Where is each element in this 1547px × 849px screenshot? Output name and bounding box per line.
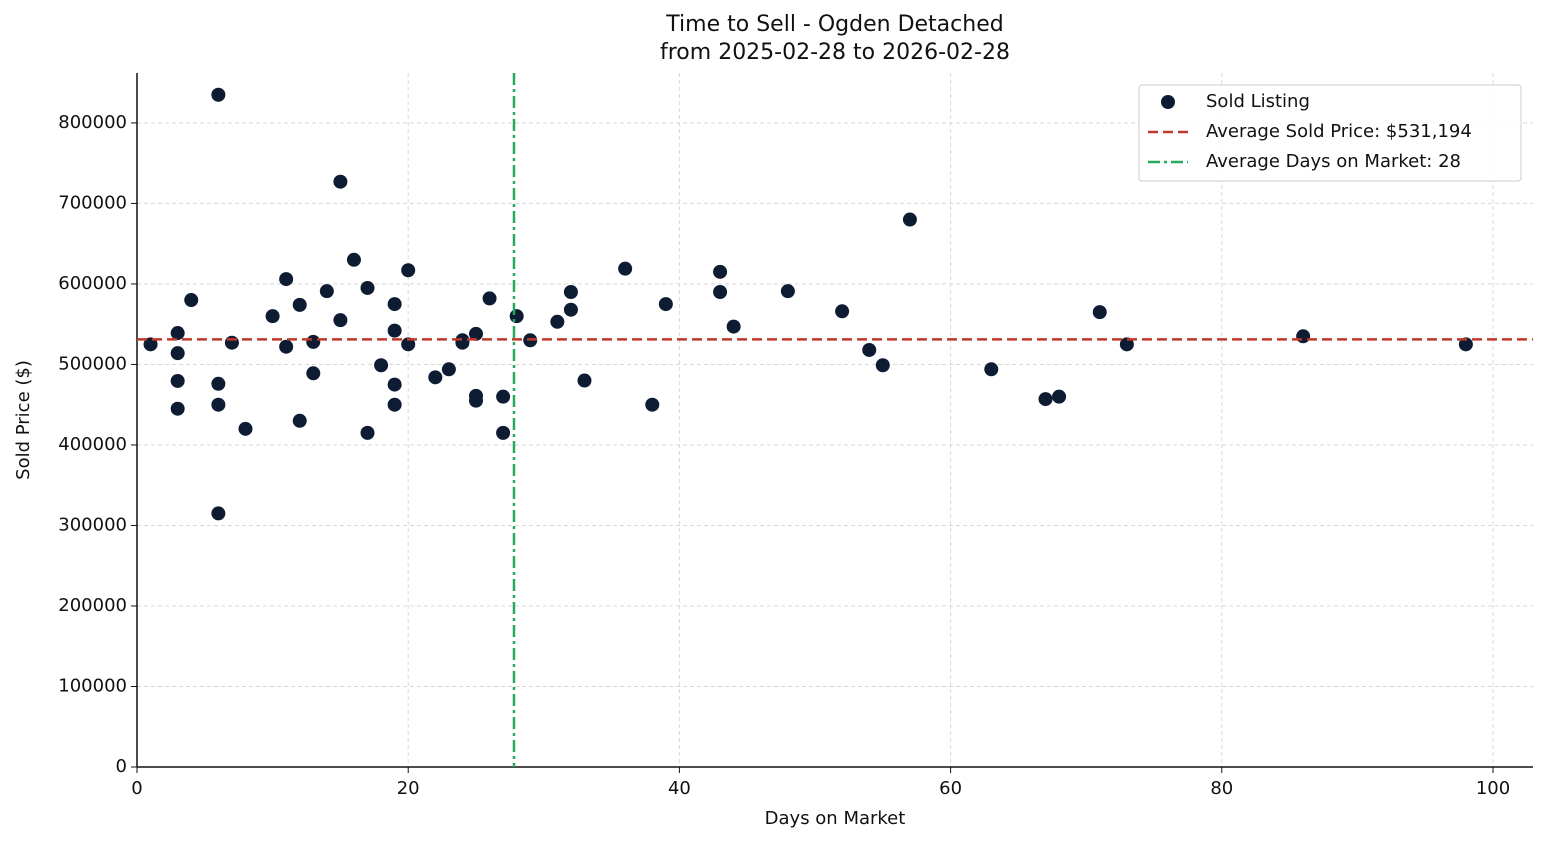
point <box>713 264 728 279</box>
point <box>468 393 483 408</box>
point <box>1458 337 1473 352</box>
x-tick-label: 20 <box>397 778 420 799</box>
point <box>292 297 307 312</box>
point <box>387 377 402 392</box>
y-tick-label: 0 <box>116 756 127 777</box>
point <box>1296 329 1311 344</box>
point <box>577 373 592 388</box>
y-tick-label: 600000 <box>58 273 127 294</box>
point <box>333 313 348 328</box>
point <box>306 366 321 381</box>
x-tick-label: 80 <box>1210 778 1233 799</box>
legend-label: Sold Listing <box>1206 91 1310 112</box>
point <box>170 326 185 341</box>
point <box>984 362 999 377</box>
point <box>387 323 402 338</box>
y-axis-label: Sold Price ($) <box>13 360 34 480</box>
point <box>333 174 348 189</box>
point <box>401 337 416 352</box>
point <box>387 397 402 412</box>
y-tick-label: 300000 <box>58 514 127 535</box>
chart-title: Time to Sell - Ogden Detached <box>665 12 1003 37</box>
point <box>509 309 524 324</box>
point <box>184 293 199 308</box>
point <box>211 397 226 412</box>
point <box>1119 337 1134 352</box>
x-tick-label: 100 <box>1476 778 1510 799</box>
y-tick-label: 800000 <box>58 112 127 133</box>
point <box>306 334 321 349</box>
point <box>170 373 185 388</box>
point <box>455 335 470 350</box>
point <box>1052 389 1067 404</box>
point <box>238 421 253 436</box>
point <box>265 309 280 324</box>
point <box>468 326 483 341</box>
point <box>563 284 578 299</box>
point <box>428 370 443 385</box>
x-tick-label: 60 <box>939 778 962 799</box>
point <box>713 284 728 299</box>
point <box>211 376 226 391</box>
point <box>496 389 511 404</box>
legend-label: Average Sold Price: $531,194 <box>1206 121 1472 142</box>
y-tick-label: 500000 <box>58 353 127 374</box>
point <box>658 297 673 312</box>
y-tick-label: 700000 <box>58 192 127 213</box>
point <box>902 212 917 227</box>
point <box>401 263 416 278</box>
point <box>496 425 511 440</box>
point <box>360 425 375 440</box>
point <box>618 261 633 276</box>
legend-marker <box>1161 95 1175 109</box>
point <box>441 362 456 377</box>
y-tick-label: 200000 <box>58 595 127 616</box>
point <box>170 401 185 416</box>
point <box>645 397 660 412</box>
point <box>482 291 497 306</box>
point <box>875 358 890 373</box>
point <box>1092 305 1107 320</box>
point <box>279 272 294 287</box>
point <box>224 335 239 350</box>
point <box>319 284 334 299</box>
point <box>143 337 158 352</box>
x-tick-label: 0 <box>131 778 142 799</box>
point <box>780 284 795 299</box>
x-tick-label: 40 <box>668 778 691 799</box>
point <box>862 342 877 357</box>
point <box>550 314 565 329</box>
point <box>211 87 226 102</box>
point <box>360 280 375 295</box>
point <box>563 302 578 317</box>
legend-label: Average Days on Market: 28 <box>1206 151 1461 172</box>
point <box>279 339 294 354</box>
point <box>292 413 307 428</box>
point <box>170 346 185 361</box>
point <box>835 304 850 319</box>
y-tick-label: 100000 <box>58 675 127 696</box>
point <box>387 297 402 312</box>
point <box>726 319 741 334</box>
legend-box <box>1138 84 1522 182</box>
point <box>1038 392 1053 407</box>
point <box>211 506 226 521</box>
point <box>374 358 389 373</box>
x-axis-label: Days on Market <box>765 808 906 829</box>
point <box>346 252 361 267</box>
y-tick-label: 400000 <box>58 434 127 455</box>
chart-subtitle: from 2025-02-28 to 2026-02-28 <box>660 40 1010 65</box>
